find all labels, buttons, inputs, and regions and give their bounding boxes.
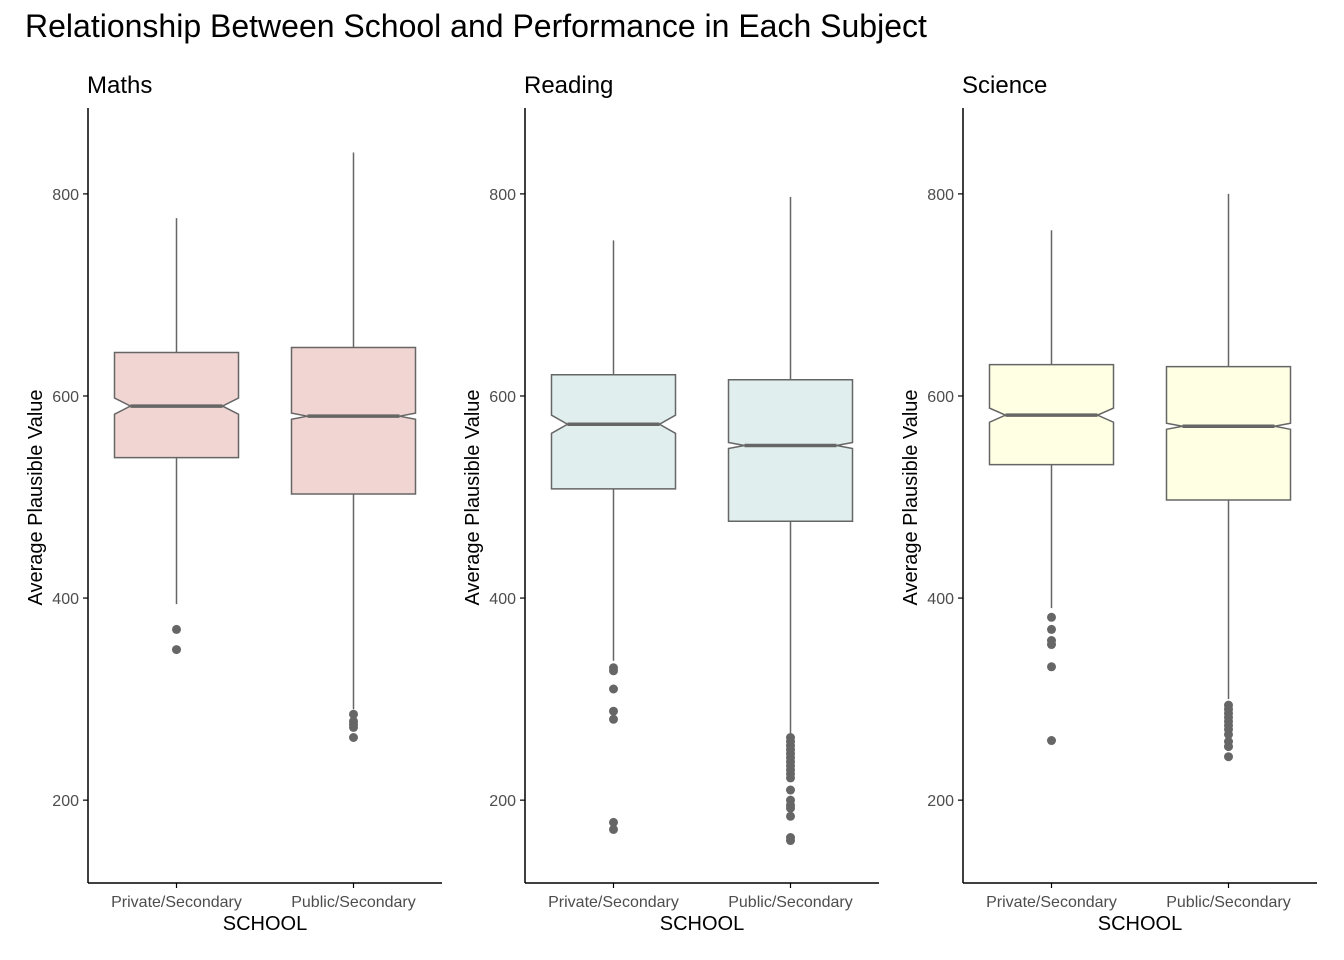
maths-y-tick-label: 800	[52, 187, 79, 204]
reading-y-axis-label: Average Plausible Value	[462, 389, 484, 605]
reading-x-tick-label: Private/Secondary	[548, 894, 679, 911]
reading-outlier-point	[609, 684, 618, 694]
maths-y-tick-label: 200	[52, 793, 79, 810]
reading-outlier-point	[786, 836, 795, 846]
reading-x-tick-label: Public/Secondary	[728, 894, 853, 911]
reading-outlier-point	[786, 803, 795, 813]
maths-outlier-point	[172, 624, 181, 634]
maths-x-axis-label: SCHOOL	[223, 913, 307, 935]
science-outlier-point	[1224, 729, 1233, 739]
science-box	[1165, 365, 1292, 501]
reading-y-tick-label: 200	[489, 793, 516, 810]
science-y-tick-label: 600	[927, 389, 954, 406]
reading-outlier-point	[609, 824, 618, 834]
maths-outlier-point	[349, 722, 358, 732]
maths-x-tick-label: Public/Secondary	[291, 894, 416, 911]
science-outlier-point	[1047, 612, 1056, 622]
science-y-tick-label: 400	[927, 591, 954, 608]
science-outlier-point	[1047, 662, 1056, 672]
reading-box	[550, 374, 677, 490]
science-outlier-point	[1047, 624, 1056, 634]
reading-outlier-point	[609, 817, 618, 827]
maths-panel-title: Maths	[87, 72, 152, 99]
reading-outlier-point	[609, 666, 618, 676]
maths-y-axis-label: Average Plausible Value	[25, 389, 47, 605]
reading-y-tick-label: 400	[489, 591, 516, 608]
maths-outlier-point	[349, 709, 358, 719]
maths-outlier-point	[349, 732, 358, 742]
reading-x-axis-label: SCHOOL	[660, 913, 744, 935]
chart-title: Relationship Between School and Performa…	[25, 8, 927, 44]
maths-outlier-point	[172, 645, 181, 655]
science-x-axis-label: SCHOOL	[1098, 913, 1182, 935]
science-outlier-point	[1047, 736, 1056, 746]
science-y-tick-label: 800	[927, 187, 954, 204]
science-outlier-point	[1047, 640, 1056, 650]
science-outlier-point	[1224, 752, 1233, 762]
reading-y-tick-label: 600	[489, 389, 516, 406]
reading-y-tick-label: 800	[489, 187, 516, 204]
reading-outlier-point	[786, 773, 795, 783]
reading-panel-title: Reading	[524, 72, 613, 99]
maths-box	[290, 346, 417, 495]
science-x-tick-label: Public/Secondary	[1166, 894, 1291, 911]
maths-x-tick-label: Private/Secondary	[111, 894, 242, 911]
science-y-tick-label: 200	[927, 793, 954, 810]
science-y-axis-label: Average Plausible Value	[900, 389, 922, 605]
reading-outlier-point	[609, 714, 618, 724]
reading-outlier-point	[786, 811, 795, 821]
reading-outlier-point	[609, 706, 618, 716]
maths-y-tick-label: 600	[52, 389, 79, 406]
maths-y-tick-label: 400	[52, 591, 79, 608]
science-outlier-point	[1224, 742, 1233, 752]
science-x-tick-label: Private/Secondary	[986, 894, 1117, 911]
reading-box	[727, 379, 854, 523]
reading-outlier-point	[786, 785, 795, 795]
science-panel-title: Science	[962, 72, 1047, 99]
